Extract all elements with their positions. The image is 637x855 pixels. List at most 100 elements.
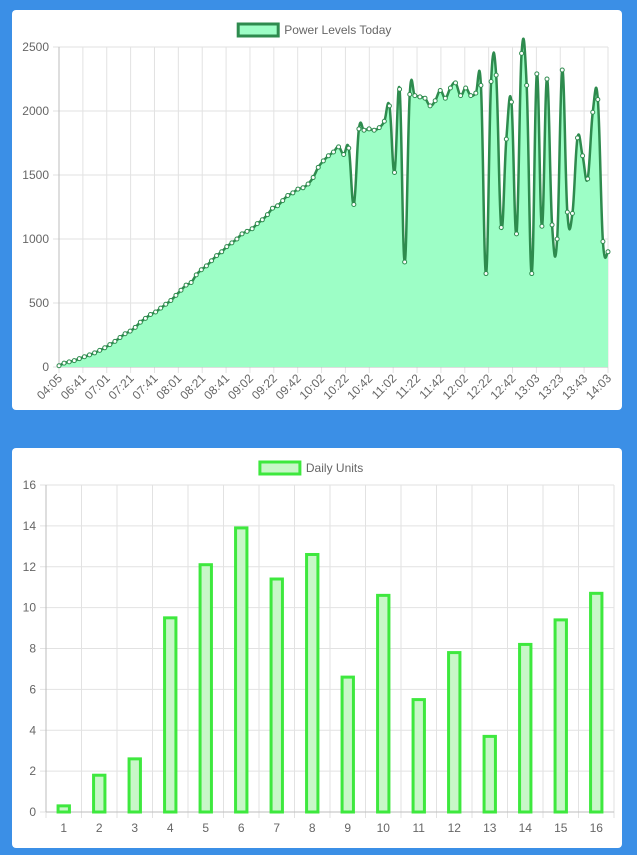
power-legend-label: Power Levels Today xyxy=(284,23,391,37)
power-data-point xyxy=(346,145,352,151)
power-data-point xyxy=(92,350,98,356)
power-data-point xyxy=(112,338,118,344)
units-x-tick-label: 5 xyxy=(202,821,209,835)
power-data-point xyxy=(66,359,72,365)
power-data-point xyxy=(605,249,611,255)
power-data-point xyxy=(290,190,296,196)
units-bar xyxy=(482,734,497,814)
power-data-point xyxy=(153,309,159,315)
units-bar xyxy=(589,591,604,814)
power-data-point xyxy=(483,271,489,277)
power-data-point xyxy=(600,239,606,245)
units-x-tick-label: 9 xyxy=(344,821,351,835)
power-data-point xyxy=(325,153,331,159)
power-y-tick-label: 1000 xyxy=(22,232,49,246)
power-data-point xyxy=(397,86,403,92)
units-bar xyxy=(553,618,568,814)
units-x-tick-label: 14 xyxy=(519,821,533,835)
power-data-point xyxy=(198,267,204,273)
units-bar xyxy=(127,757,142,814)
daily-units-card: Daily Units 0 2 4 6 8 10 12 14 16 1 2 3 4 5 6 7 8 9 10 11 12 1… xyxy=(12,448,622,848)
power-data-point xyxy=(127,328,133,334)
power-data-point xyxy=(376,125,382,131)
power-data-point xyxy=(234,236,240,242)
power-data-point xyxy=(580,153,586,159)
power-data-point xyxy=(539,223,545,229)
power-x-tick-label: 06:41 xyxy=(58,371,89,402)
power-data-point xyxy=(412,93,418,99)
units-x-tick-label: 6 xyxy=(238,821,245,835)
power-data-point xyxy=(366,126,372,132)
power-data-point xyxy=(122,331,128,337)
power-data-point xyxy=(402,259,408,265)
units-bar xyxy=(376,593,391,814)
power-data-point xyxy=(178,287,184,293)
power-data-point xyxy=(478,82,484,88)
power-data-point xyxy=(209,258,214,264)
units-bar xyxy=(447,651,462,814)
power-x-tick-label: 11:02 xyxy=(369,371,400,402)
power-data-point xyxy=(437,88,443,94)
power-data-point xyxy=(188,280,194,286)
power-data-point xyxy=(300,185,306,191)
power-x-tick-label: 10:42 xyxy=(344,371,375,402)
power-x-tick-label: 12:22 xyxy=(464,371,495,402)
power-data-point xyxy=(214,253,220,259)
power-data-point xyxy=(427,103,433,109)
power-x-tick-label: 13:23 xyxy=(535,371,566,402)
units-bar xyxy=(92,773,107,814)
units-bar xyxy=(305,552,320,814)
power-data-point xyxy=(564,209,570,215)
power-data-point xyxy=(203,263,209,269)
power-data-point xyxy=(590,109,596,115)
power-data-point xyxy=(585,176,591,182)
power-data-point xyxy=(61,360,67,366)
power-x-tick-label: 10:22 xyxy=(320,371,351,402)
power-x-tick-label: 09:22 xyxy=(249,371,280,402)
power-data-point xyxy=(275,203,281,209)
power-data-point xyxy=(168,297,174,303)
units-legend-swatch xyxy=(258,460,302,476)
power-data-point xyxy=(270,205,275,211)
power-data-point xyxy=(264,212,270,218)
power-data-point xyxy=(432,98,438,104)
power-data-point xyxy=(473,90,479,96)
power-data-point xyxy=(285,192,291,198)
power-levels-card: Power Levels Today 0 500 1000 1500 2000 2500 04… xyxy=(12,10,622,410)
units-x-tick-label: 13 xyxy=(483,821,497,835)
power-data-point xyxy=(229,240,235,246)
power-data-point xyxy=(183,282,189,288)
units-y-tick-label: 0 xyxy=(29,805,36,819)
power-data-point xyxy=(341,152,347,158)
power-data-point xyxy=(137,319,143,325)
power-data-point xyxy=(71,358,77,364)
power-data-point xyxy=(142,315,148,321)
units-x-tick-label: 2 xyxy=(96,821,103,835)
power-data-point xyxy=(336,144,342,150)
power-data-point xyxy=(544,76,550,82)
power-data-point xyxy=(503,136,509,142)
units-bar xyxy=(163,616,178,814)
units-x-tick-label: 1 xyxy=(60,821,67,835)
power-data-point xyxy=(87,352,92,358)
units-y-tick-label: 16 xyxy=(23,478,37,492)
power-data-point xyxy=(442,95,448,101)
power-data-point xyxy=(331,149,336,155)
units-bar xyxy=(518,642,533,814)
power-data-point xyxy=(305,181,311,187)
units-bar xyxy=(411,698,426,814)
power-data-point xyxy=(407,91,413,97)
power-data-point xyxy=(514,231,519,237)
power-x-tick-label: 07:21 xyxy=(106,371,137,402)
power-data-point xyxy=(519,50,525,56)
power-data-point xyxy=(132,324,138,330)
power-x-tick-label: 11:42 xyxy=(417,371,448,402)
power-data-point xyxy=(559,67,565,73)
units-x-tick-label: 12 xyxy=(448,821,462,835)
units-y-tick-label: 10 xyxy=(23,601,37,615)
power-data-point xyxy=(417,94,423,100)
power-x-tick-label: 08:21 xyxy=(177,371,208,402)
power-data-point xyxy=(371,127,377,133)
units-y-tick-label: 14 xyxy=(23,519,37,533)
power-data-point xyxy=(575,135,580,141)
